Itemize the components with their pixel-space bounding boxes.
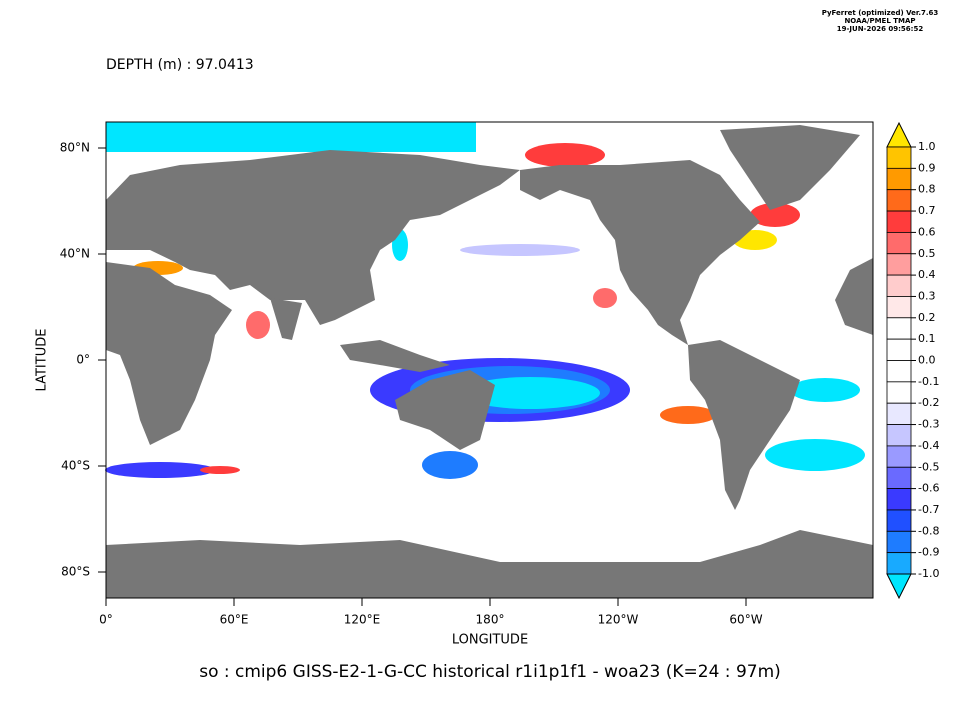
colorbar-box — [886, 530, 912, 554]
y-tick-label: 0° — [76, 353, 90, 367]
colorbar-box — [886, 381, 912, 404]
colorbar-box — [886, 509, 912, 532]
timestamp: 19-JUN-2026 09:56:52 — [837, 25, 924, 33]
y-tick-label: 80°N — [60, 141, 90, 155]
colorbar-label: -1.0 — [918, 567, 939, 580]
colorbar-box — [886, 210, 912, 233]
colorbar-box — [886, 317, 912, 340]
colorbar-label: 0.5 — [918, 247, 936, 260]
colorbar-box — [886, 488, 912, 511]
colorbar-label: 0.8 — [918, 183, 936, 196]
anomaly — [200, 466, 240, 474]
x-tick-label: 0° — [99, 613, 113, 627]
colorbar-box — [886, 146, 912, 169]
anomaly — [750, 203, 800, 227]
anomaly — [790, 378, 860, 402]
colorbar-box — [886, 274, 912, 297]
colorbar-box — [886, 552, 912, 575]
land — [720, 125, 860, 210]
colorbar-box — [886, 189, 912, 212]
anomaly — [525, 143, 605, 167]
anomaly — [106, 122, 476, 152]
colorbar-box — [886, 360, 912, 383]
colorbar-label: -0.6 — [918, 482, 939, 495]
x-tick-label: 120°E — [344, 613, 381, 627]
land — [520, 160, 760, 345]
colorbar-label: 1.0 — [918, 140, 936, 153]
anomaly — [105, 462, 215, 478]
land — [106, 530, 873, 598]
land — [688, 340, 800, 510]
colorbar-label: 0.3 — [918, 289, 936, 302]
colorbar-box — [886, 253, 912, 276]
colorbar-label: 0.2 — [918, 311, 936, 324]
colorbar-box — [886, 167, 912, 191]
map — [105, 121, 874, 599]
software-label: PyFerret (optimized) Ver.7.63 — [822, 9, 939, 17]
colorbar-label: -0.1 — [918, 375, 939, 388]
anomaly — [765, 439, 865, 471]
colorbar-box — [886, 338, 912, 361]
colorbar-label: -0.2 — [918, 396, 939, 409]
x-tick-label: 60°E — [220, 613, 249, 627]
anomaly — [660, 406, 716, 424]
anomaly — [422, 451, 478, 479]
land — [270, 298, 302, 340]
colorbar-label: 0.9 — [918, 161, 936, 174]
anomaly — [593, 288, 617, 308]
y-tick-label: 80°S — [61, 565, 90, 579]
colorbar-box — [886, 424, 912, 447]
land — [106, 262, 232, 445]
colorbar-label: 0.4 — [918, 268, 936, 281]
colorbar-box — [886, 296, 912, 319]
title: so : cmip6 GISS-E2-1-G-CC historical r1i… — [199, 662, 781, 682]
colorbar-label: -0.7 — [918, 503, 939, 516]
colorbar-label: -0.3 — [918, 418, 939, 431]
y-axis-label: LATITUDE — [35, 329, 50, 392]
x-axis-label: LONGITUDE — [452, 633, 528, 648]
colorbar-box — [886, 231, 912, 255]
colorbar-triangle — [886, 121, 912, 148]
colorbar-box — [886, 402, 912, 425]
x-tick-label: 120°W — [598, 613, 639, 627]
land — [835, 258, 873, 335]
x-tick-label: 180° — [476, 613, 505, 627]
org-label: NOAA/PMEL TMAP — [844, 17, 915, 25]
y-tick-label: 40°N — [60, 247, 90, 261]
y-tick-label: 40°S — [61, 459, 90, 473]
colorbar-label: -0.5 — [918, 460, 939, 473]
colorbar-triangle — [886, 573, 912, 600]
land — [106, 150, 520, 325]
colorbar-box — [886, 466, 912, 490]
colorbar-label: 0.1 — [918, 332, 936, 345]
colorbar-label: -0.9 — [918, 546, 939, 559]
anomaly — [460, 244, 580, 256]
land — [395, 370, 495, 450]
colorbar-label: 0.0 — [918, 354, 936, 367]
anomaly — [246, 311, 270, 339]
colorbar-label: 0.7 — [918, 204, 936, 217]
colorbar-box — [886, 445, 912, 468]
x-tick-label: 60°W — [729, 613, 762, 627]
colorbar-label: -0.8 — [918, 524, 939, 537]
colorbar-label: 0.6 — [918, 225, 936, 238]
land — [340, 340, 450, 372]
colorbar-label: -0.4 — [918, 439, 939, 452]
subtitle: DEPTH (m) : 97.0413 — [106, 57, 254, 73]
